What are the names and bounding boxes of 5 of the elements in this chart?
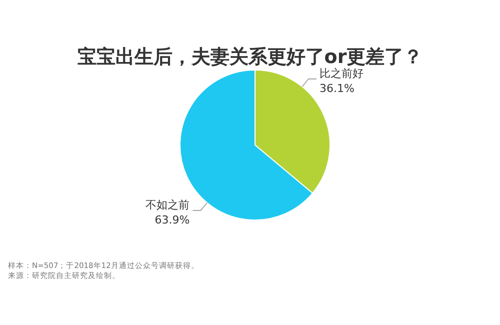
chart-title: 宝宝出生后，夫妻关系更好了or更差了？: [77, 46, 423, 68]
data-label: 36.1%: [319, 82, 354, 95]
slice-label: 比之前好: [319, 66, 364, 80]
data-label: 63.9%: [154, 213, 190, 226]
slice-label: 不如之前: [146, 198, 190, 212]
